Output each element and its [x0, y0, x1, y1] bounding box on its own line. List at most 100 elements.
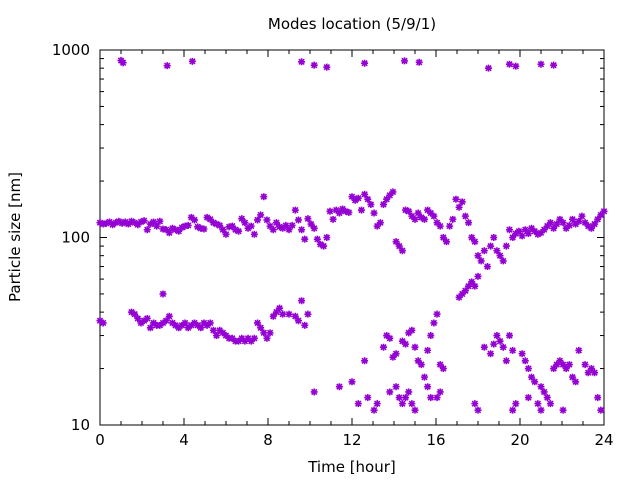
- data-point: [430, 319, 438, 327]
- data-point: [254, 319, 261, 327]
- data-point: [266, 329, 274, 337]
- data-point: [228, 334, 236, 342]
- data-point: [480, 247, 488, 255]
- data-point: [436, 222, 444, 230]
- data-point: [172, 226, 180, 234]
- data-point: [269, 226, 277, 234]
- data-point: [515, 227, 523, 235]
- data-point: [575, 217, 583, 225]
- data-point: [420, 373, 428, 381]
- data-point: [257, 324, 265, 332]
- data-point: [304, 310, 312, 318]
- data-point: [370, 406, 378, 414]
- data-point: [209, 219, 217, 227]
- data-point: [163, 62, 171, 70]
- data-point: [471, 238, 479, 246]
- data-point: [373, 222, 381, 230]
- data-point: [285, 310, 293, 318]
- data-point: [474, 252, 482, 260]
- data-point: [502, 357, 510, 365]
- data-point: [342, 207, 350, 215]
- data-point: [137, 218, 145, 226]
- data-point: [178, 321, 186, 329]
- data-point: [178, 224, 186, 232]
- data-point: [143, 226, 151, 234]
- data-point: [175, 227, 183, 235]
- data-point: [581, 361, 589, 369]
- data-point: [102, 219, 110, 227]
- data-point: [213, 332, 221, 340]
- data-point: [468, 278, 476, 286]
- data-point: [546, 219, 554, 227]
- data-point: [414, 357, 422, 365]
- data-point: [487, 350, 495, 358]
- data-point: [150, 218, 158, 226]
- data-point: [465, 219, 473, 227]
- data-point: [373, 400, 381, 408]
- data-point: [395, 242, 403, 250]
- data-point: [427, 209, 435, 217]
- data-point: [203, 213, 211, 221]
- data-point: [380, 200, 387, 208]
- data-point: [408, 326, 416, 334]
- data-point: [537, 60, 545, 68]
- data-point: [181, 319, 189, 327]
- data-point: [562, 365, 570, 373]
- data-point: [191, 216, 198, 224]
- data-point: [263, 216, 271, 224]
- data-point: [231, 226, 239, 234]
- data-point: [140, 317, 148, 325]
- data-point: [531, 227, 539, 235]
- data-point: [282, 221, 290, 229]
- data-point: [105, 218, 113, 226]
- data-point: [257, 211, 265, 219]
- data-point: [424, 383, 432, 391]
- data-point: [244, 224, 252, 232]
- data-point: [600, 207, 608, 215]
- data-point: [553, 361, 561, 369]
- data-point: [485, 64, 492, 72]
- data-point: [458, 290, 466, 298]
- data-point: [512, 400, 520, 408]
- data-point: [594, 215, 602, 223]
- data-point: [96, 317, 104, 325]
- data-point: [487, 242, 495, 250]
- data-point: [424, 346, 432, 354]
- data-markers: [96, 56, 608, 414]
- data-point: [235, 227, 243, 235]
- data-point: [446, 222, 454, 230]
- data-point: [156, 217, 164, 225]
- data-point: [417, 213, 425, 221]
- data-point: [471, 282, 479, 290]
- data-point: [269, 312, 277, 320]
- data-point: [405, 388, 413, 396]
- data-point: [534, 230, 542, 238]
- x-tick-label: 0: [95, 431, 105, 449]
- data-point: [310, 388, 318, 396]
- data-point: [291, 206, 299, 214]
- data-point: [427, 394, 435, 402]
- data-point: [474, 406, 482, 414]
- data-point: [354, 194, 362, 202]
- data-point: [260, 193, 268, 201]
- data-point: [188, 57, 196, 65]
- data-point: [480, 343, 488, 351]
- data-point: [433, 310, 441, 318]
- data-point: [175, 324, 183, 332]
- data-point: [584, 369, 592, 377]
- data-point: [354, 400, 362, 408]
- data-point: [310, 224, 318, 232]
- data-point: [405, 329, 413, 337]
- data-point: [474, 272, 482, 280]
- data-point: [294, 216, 302, 224]
- data-point: [165, 229, 173, 237]
- data-point: [194, 321, 202, 329]
- data-point: [285, 226, 293, 234]
- data-point: [506, 226, 513, 234]
- data-point: [521, 357, 529, 365]
- data-point: [509, 406, 517, 414]
- data-point: [496, 252, 504, 260]
- data-point: [364, 394, 372, 402]
- data-point: [584, 222, 592, 230]
- data-point: [587, 365, 595, 373]
